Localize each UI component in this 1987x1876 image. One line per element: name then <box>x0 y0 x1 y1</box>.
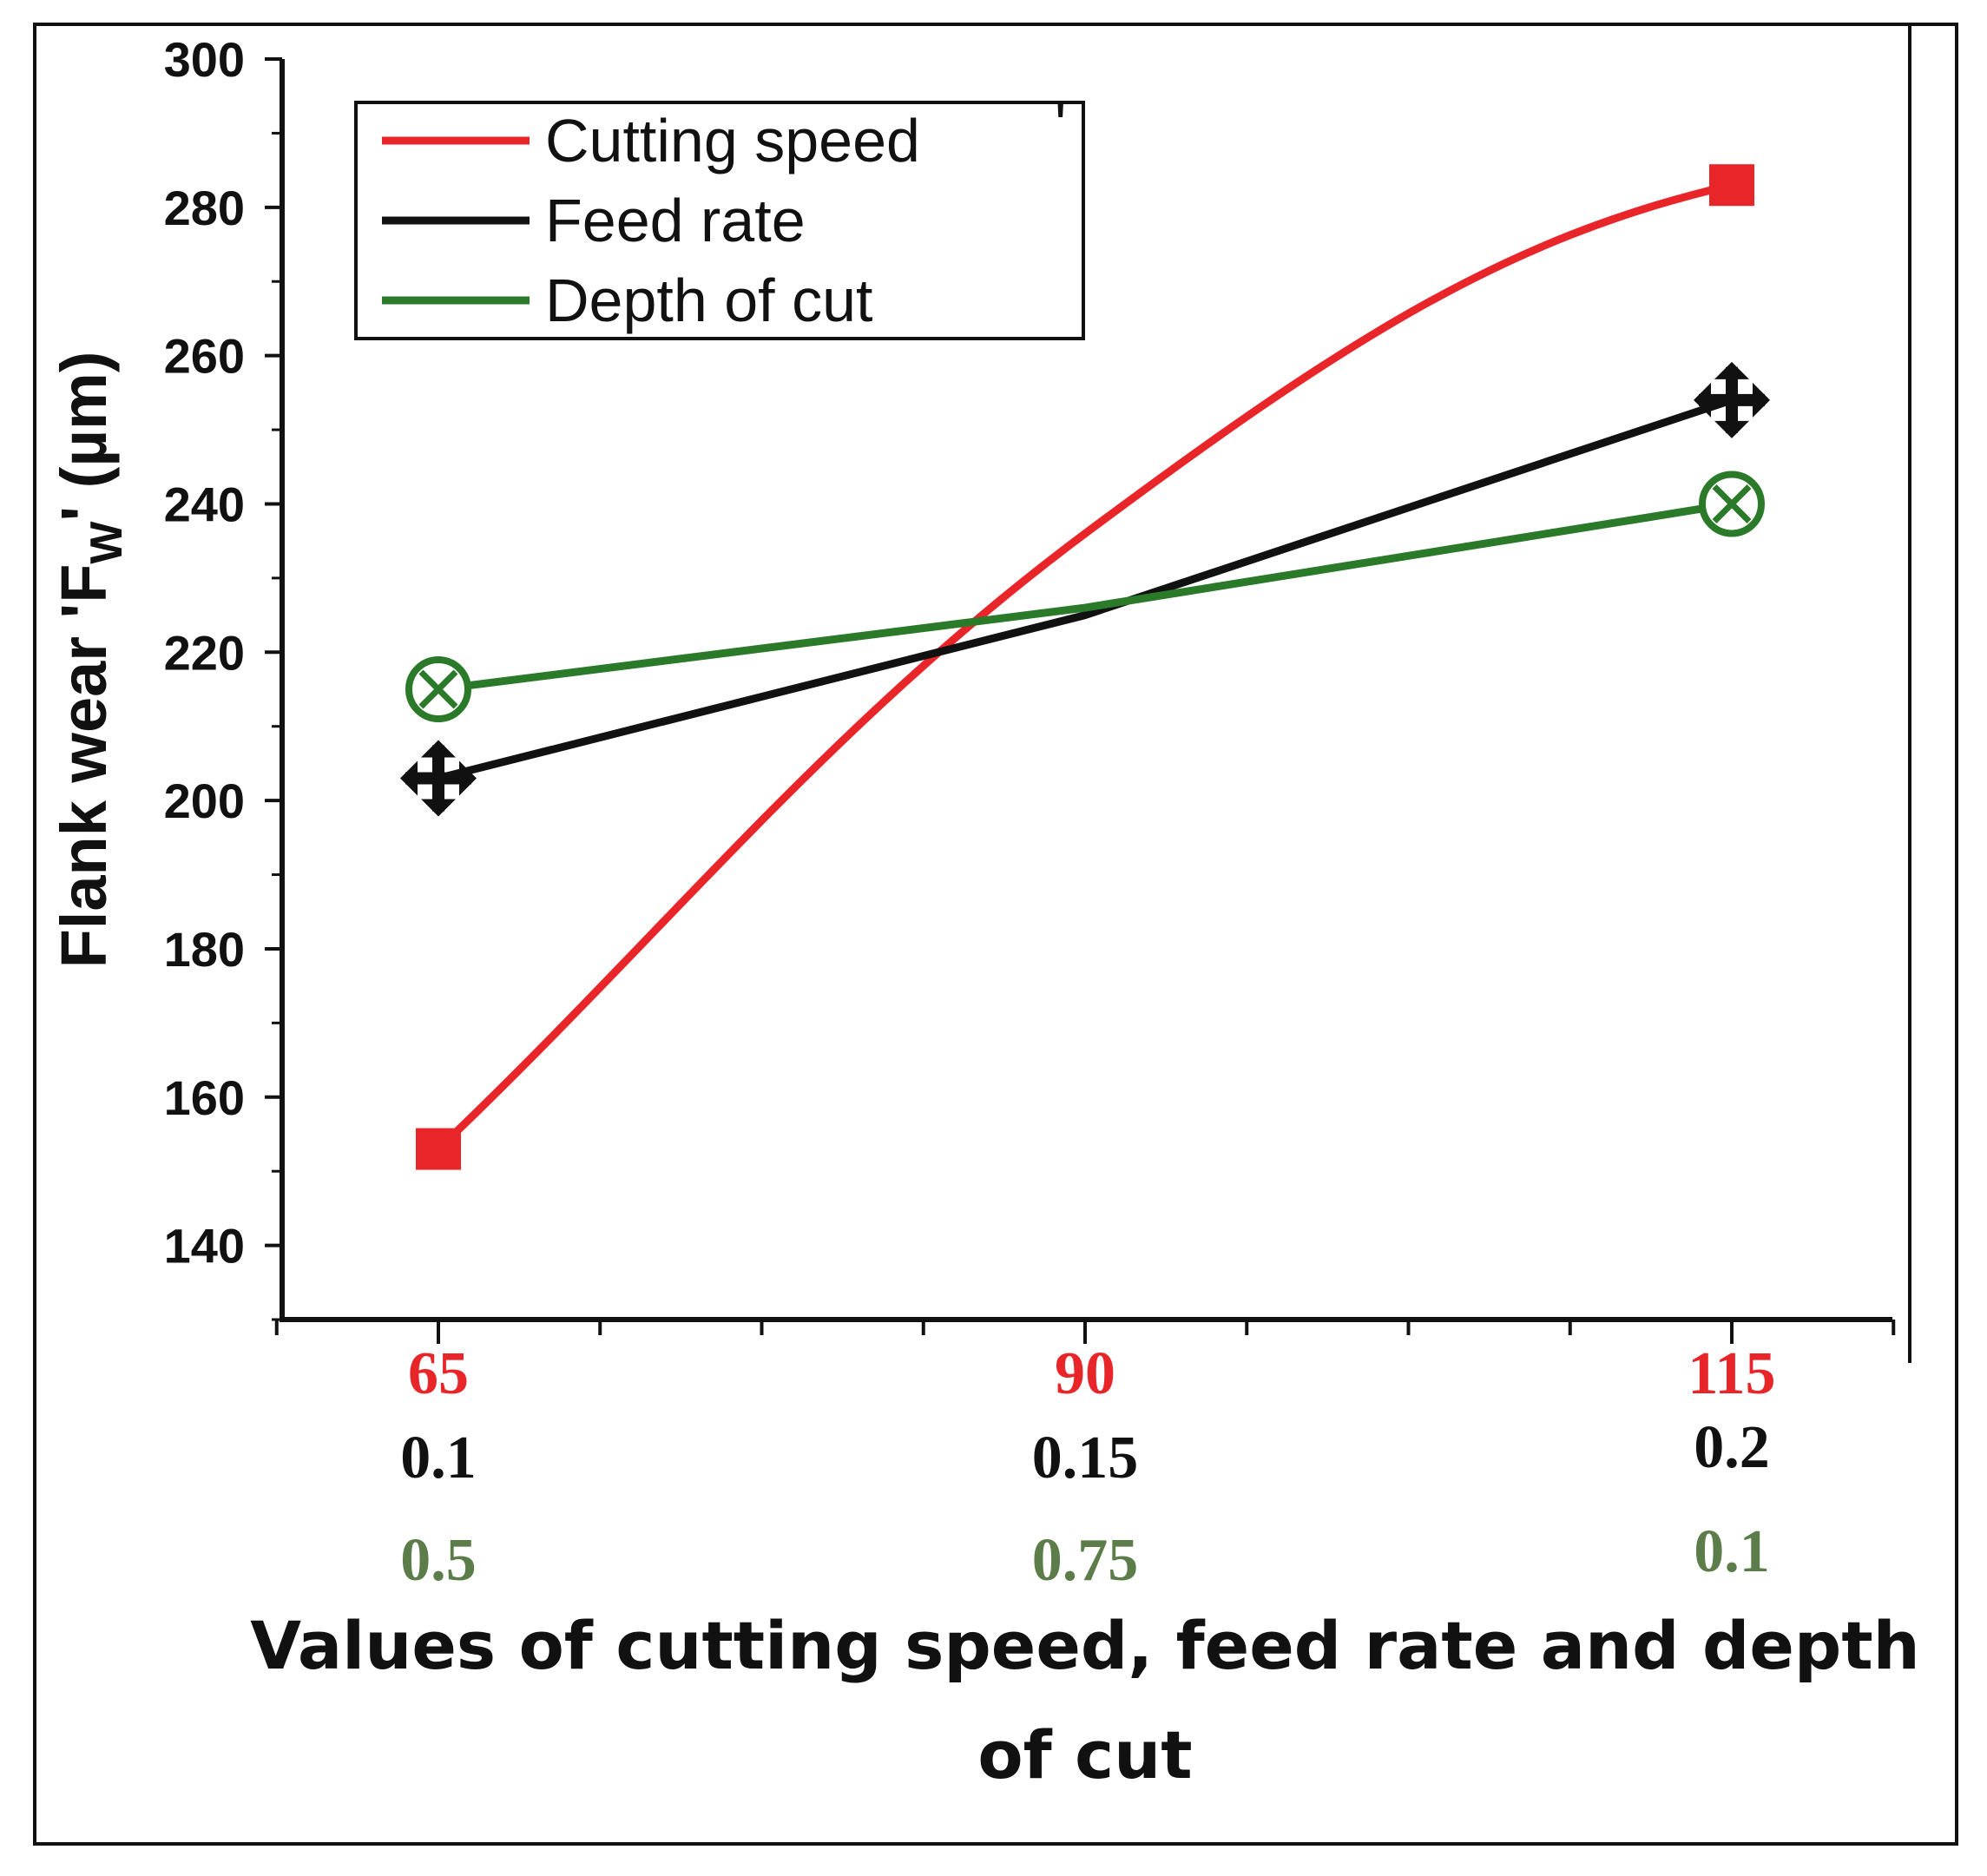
y-tick-label: 280 <box>164 181 245 235</box>
x-category-label-feed-rate: 0.15 <box>1032 1425 1139 1491</box>
x-category-label-depth-of-cut: 0.1 <box>1694 1518 1770 1585</box>
y-axis-title: Flank wear 'FW' (µm) <box>48 352 132 969</box>
series-line-feed-rate <box>437 396 1734 782</box>
y-axis-title-main: Flank wear 'F <box>48 564 120 969</box>
x-category-label-depth-of-cut: 0.5 <box>400 1527 477 1594</box>
marker-depth-of-cut <box>1699 471 1765 537</box>
y-tick-label: 300 <box>164 32 245 87</box>
y-tick-label: 220 <box>164 625 245 680</box>
marker-feed-rate <box>400 740 477 817</box>
y-tick-label: 160 <box>164 1070 245 1125</box>
x-category-label-cutting-speed: 65 <box>408 1340 469 1407</box>
y-tick-label: 200 <box>164 773 245 828</box>
x-category-label-depth-of-cut: 0.75 <box>1032 1527 1139 1594</box>
y-tick-label: 140 <box>164 1219 245 1274</box>
y-tick-label: 260 <box>164 329 245 384</box>
x-category-label-cutting-speed: 90 <box>1055 1340 1115 1407</box>
x-category-label-cutting-speed: 115 <box>1688 1340 1775 1407</box>
marker-feed-rate <box>1694 361 1770 438</box>
series-line-cutting-speed <box>435 181 1734 1152</box>
y-tick-label: 240 <box>164 477 245 531</box>
x-axis-title-line1: Values of cutting speed, feed rate and d… <box>250 1607 1920 1684</box>
legend-label-feed-rate: Feed rate <box>545 187 806 254</box>
y-axis-title-end: ' (µm) <box>48 352 120 522</box>
legend-label-cutting-speed: Cutting speed <box>545 107 920 174</box>
x-axis-title-line2: of cut <box>977 1716 1192 1794</box>
marker-cutting-speed <box>1709 164 1754 207</box>
legend-stray-mark: ' <box>1055 91 1066 159</box>
y-tick-label: 180 <box>164 922 245 977</box>
marker-depth-of-cut <box>405 656 471 722</box>
marker-cutting-speed <box>416 1128 461 1170</box>
series-line-depth-of-cut <box>438 500 1733 694</box>
y-axis-title-subscript: W <box>82 521 132 564</box>
x-category-label-feed-rate: 0.2 <box>1694 1414 1770 1481</box>
x-category-label-feed-rate: 0.1 <box>400 1425 477 1491</box>
legend-label-depth-of-cut: Depth of cut <box>545 267 872 334</box>
